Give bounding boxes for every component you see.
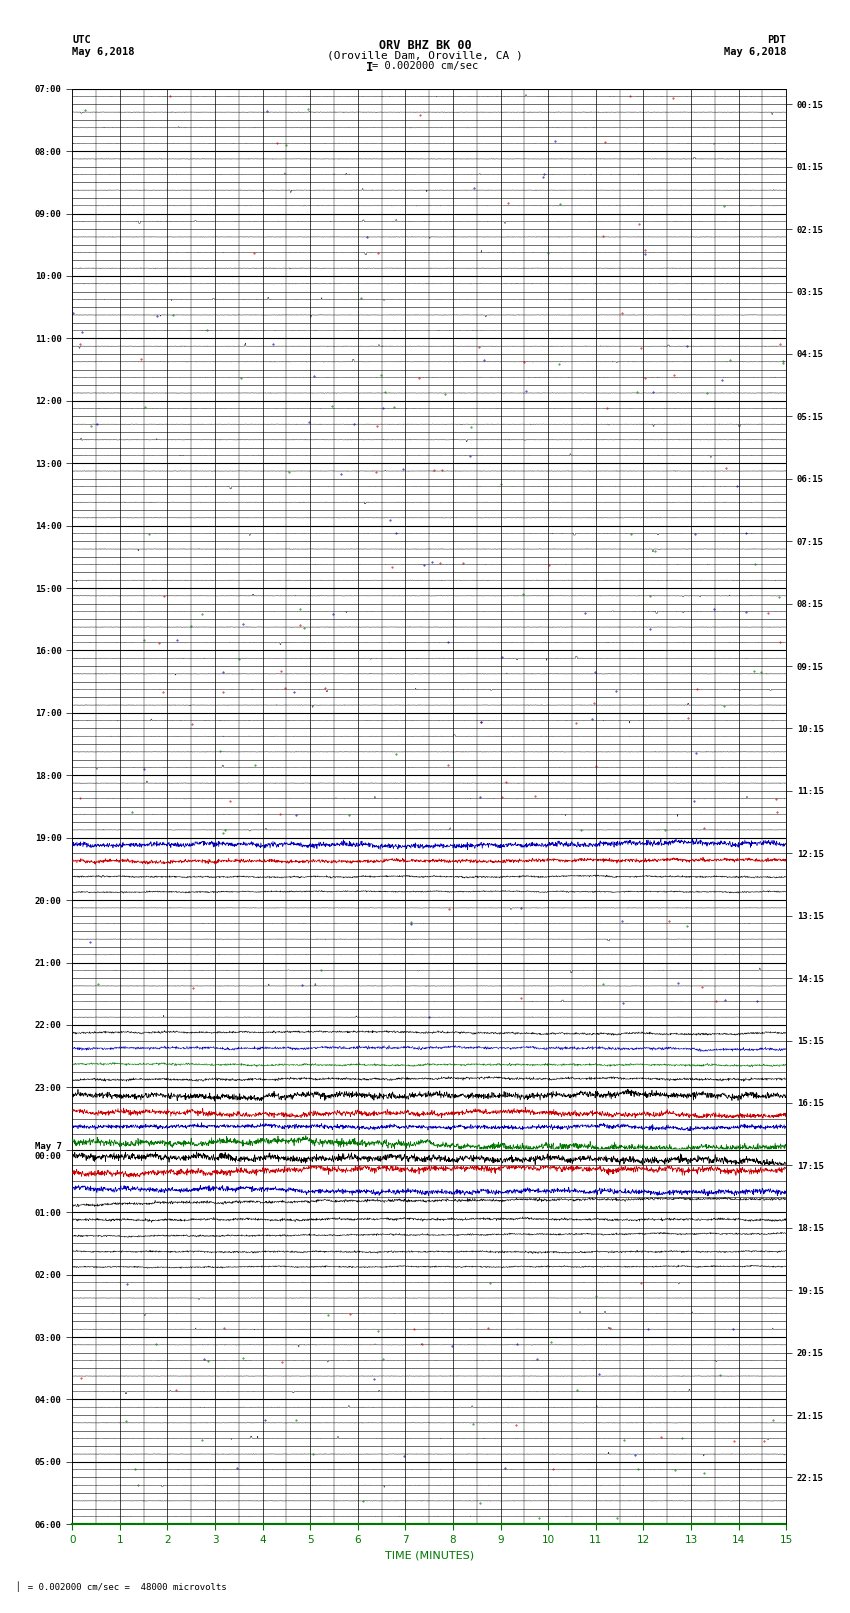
Text: ORV BHZ BK 00: ORV BHZ BK 00 [379, 39, 471, 52]
Text: UTC: UTC [72, 35, 91, 45]
X-axis label: TIME (MINUTES): TIME (MINUTES) [385, 1550, 473, 1560]
Text: = 0.002000 cm/sec: = 0.002000 cm/sec [371, 61, 478, 71]
Text: May 6,2018: May 6,2018 [723, 47, 786, 56]
Text: I: I [366, 61, 373, 74]
Text: PDT: PDT [768, 35, 786, 45]
Text: May 6,2018: May 6,2018 [72, 47, 135, 56]
Text: (Oroville Dam, Oroville, CA ): (Oroville Dam, Oroville, CA ) [327, 50, 523, 60]
Text: ▏ = 0.002000 cm/sec =  48000 microvolts: ▏ = 0.002000 cm/sec = 48000 microvolts [17, 1581, 227, 1592]
